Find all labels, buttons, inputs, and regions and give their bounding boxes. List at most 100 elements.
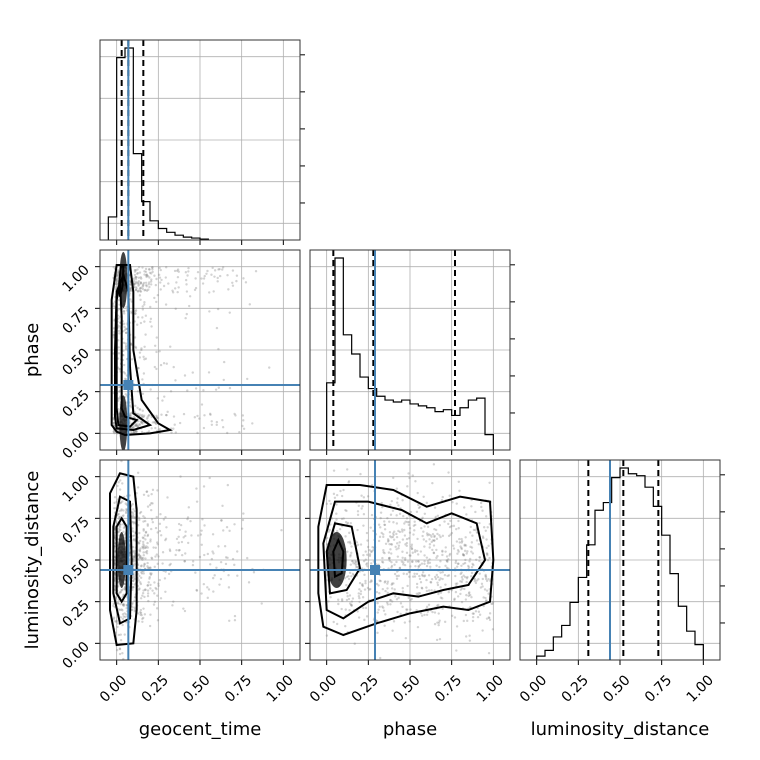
scatter-panel-geocent-time-vs-phase-point: [216, 280, 219, 283]
scatter-panel-geocent-time-vs-phase-point: [147, 430, 151, 433]
scatter-panel-phase-vs-luminosity-distance-point: [433, 575, 437, 579]
scatter-panel-geocent-time-vs-luminosity-distance-point: [142, 572, 145, 575]
scatter-panel-geocent-time-vs-luminosity-distance-point: [123, 633, 126, 636]
scatter-panel-phase-vs-luminosity-distance-point: [369, 587, 372, 591]
scatter-panel-geocent-time-vs-phase-point: [185, 312, 188, 316]
scatter-panel-phase-vs-luminosity-distance-point: [382, 606, 385, 609]
scatter-panel-phase-vs-luminosity-distance-point: [418, 577, 422, 581]
scatter-panel-geocent-time-vs-luminosity-distance-point: [120, 589, 123, 592]
scatter-panel-phase-vs-luminosity-distance-point: [332, 492, 336, 496]
scatter-panel-phase-vs-luminosity-distance-point: [420, 587, 424, 590]
scatter-panel-phase-vs-luminosity-distance-point: [460, 576, 464, 579]
scatter-panel-phase-vs-luminosity-distance-point: [351, 560, 355, 563]
x-axis-label-geocent-time: geocent_time: [139, 719, 262, 740]
scatter-panel-phase-vs-luminosity-distance-point: [439, 591, 443, 594]
scatter-panel-geocent-time-vs-phase-point: [134, 269, 137, 272]
scatter-panel-geocent-time-vs-phase-point: [238, 430, 241, 434]
scatter-panel-phase-vs-luminosity-distance-point: [359, 543, 363, 546]
scatter-panel-geocent-time-vs-luminosity-distance-point: [148, 624, 152, 628]
scatter-panel-geocent-time-vs-luminosity-distance-point: [215, 566, 218, 569]
scatter-panel-geocent-time-vs-phase-point: [142, 281, 146, 285]
scatter-panel-geocent-time-vs-phase-point: [185, 290, 189, 293]
scatter-panel-phase-vs-luminosity-distance-point: [390, 587, 394, 590]
scatter-panel-geocent-time-vs-phase-point: [112, 265, 115, 269]
scatter-panel-geocent-time-vs-luminosity-distance-point: [131, 601, 134, 605]
scatter-panel-geocent-time-vs-phase-point: [194, 286, 198, 290]
scatter-panel-phase-vs-luminosity-distance-point: [459, 572, 462, 576]
scatter-panel-phase-vs-luminosity-distance-point: [485, 538, 488, 541]
scatter-panel-geocent-time-vs-phase-point: [143, 345, 146, 349]
scatter-panel-phase-vs-luminosity-distance-point: [433, 534, 436, 538]
scatter-panel-geocent-time-vs-phase-density-core-1: [119, 395, 128, 450]
scatter-panel-phase-vs-luminosity-distance-point: [414, 564, 417, 568]
scatter-panel-geocent-time-vs-phase-point: [112, 421, 116, 424]
scatter-panel-phase-vs-luminosity-distance-point: [422, 495, 425, 499]
scatter-panel-geocent-time-vs-phase-point: [141, 422, 144, 425]
scatter-panel-phase-vs-luminosity-distance-point: [484, 574, 487, 578]
scatter-panel-phase-vs-luminosity-distance-point: [394, 595, 397, 598]
scatter-panel-phase-vs-luminosity-distance-point: [459, 545, 462, 548]
scatter-panel-phase-vs-luminosity-distance-point: [358, 600, 361, 604]
scatter-panel-geocent-time-vs-phase-point: [186, 274, 189, 277]
scatter-panel-phase-vs-luminosity-distance-point: [435, 564, 438, 567]
scatter-panel-phase-vs-luminosity-distance-point: [421, 534, 424, 538]
scatter-panel-phase-vs-luminosity-distance-point: [407, 596, 410, 600]
scatter-panel-phase-vs-luminosity-distance-point: [370, 562, 373, 565]
scatter-panel-phase-vs-luminosity-distance-point: [402, 563, 405, 566]
scatter-panel-geocent-time-vs-luminosity-distance-point: [132, 558, 135, 561]
scatter-panel-geocent-time-vs-phase-point: [226, 273, 229, 277]
scatter-panel-geocent-time-vs-luminosity-distance-point: [187, 506, 191, 509]
scatter-panel-phase-vs-luminosity-distance-point: [468, 605, 472, 609]
scatter-panel-phase-vs-luminosity-distance-point: [469, 545, 472, 549]
scatter-panel-phase-vs-luminosity-distance-point: [429, 581, 433, 584]
scatter-panel-phase-vs-luminosity-distance-point: [423, 545, 426, 548]
scatter-panel-geocent-time-vs-luminosity-distance-point: [120, 460, 123, 463]
scatter-panel-geocent-time-vs-luminosity-distance-point: [155, 607, 159, 610]
scatter-panel-geocent-time-vs-luminosity-distance-point: [178, 528, 181, 532]
scatter-panel-geocent-time-vs-phase-point: [138, 423, 142, 426]
scatter-panel-geocent-time-vs-phase-point: [151, 266, 154, 269]
scatter-panel-phase-vs-luminosity-distance-point: [403, 534, 407, 537]
scatter-panel-geocent-time-vs-phase-point: [216, 276, 219, 280]
scatter-panel-phase-vs-luminosity-distance-point: [471, 619, 475, 623]
scatter-panel-phase-vs-luminosity-distance-point: [346, 468, 349, 471]
scatter-panel-geocent-time-vs-luminosity-distance-point: [153, 592, 156, 595]
scatter-panel-phase-vs-luminosity-distance-point: [386, 603, 390, 606]
scatter-panel-phase-vs-luminosity-distance-point: [413, 529, 416, 532]
scatter-panel-geocent-time-vs-phase-point: [112, 334, 115, 337]
scatter-panel-phase-vs-luminosity-distance-point: [474, 581, 478, 585]
scatter-panel-geocent-time-vs-phase-point: [268, 366, 271, 369]
scatter-panel-phase-vs-luminosity-distance-point: [462, 554, 466, 557]
scatter-panel-phase-vs-luminosity-distance-point: [381, 561, 385, 564]
scatter-panel-phase-vs-luminosity-distance-point: [379, 516, 382, 520]
scatter-panel-geocent-time-vs-phase-point: [174, 379, 177, 382]
scatter-panel-geocent-time-vs-phase-point: [156, 416, 160, 420]
scatter-panel-phase-vs-luminosity-distance-point: [441, 597, 444, 600]
scatter-panel-geocent-time-vs-luminosity-distance-point: [133, 516, 137, 519]
scatter-panel-geocent-time-vs-phase-point: [144, 288, 147, 292]
scatter-panel-phase-vs-luminosity-distance-point: [395, 542, 399, 545]
scatter-panel-phase-vs-luminosity-distance-point: [380, 531, 383, 535]
scatter-panel-geocent-time-vs-luminosity-distance-point: [242, 512, 245, 515]
scatter-panel-geocent-time-vs-phase-point: [235, 274, 239, 277]
scatter-panel-geocent-time-vs-luminosity-distance-point: [159, 513, 162, 516]
scatter-panel-geocent-time-vs-phase-point: [213, 269, 217, 272]
scatter-panel-geocent-time-vs-phase-truth-marker: [123, 380, 134, 390]
scatter-panel-geocent-time-vs-phase-point: [222, 378, 225, 382]
scatter-panel-phase-vs-luminosity-distance-point: [455, 527, 458, 531]
scatter-panel-geocent-time-vs-phase-point: [212, 290, 215, 293]
scatter-panel-phase-vs-luminosity-distance-point: [354, 563, 358, 567]
scatter-panel-phase-vs-luminosity-distance-point: [481, 509, 484, 512]
scatter-panel-geocent-time-vs-luminosity-distance-point: [175, 548, 178, 552]
scatter-panel-geocent-time-vs-phase-point: [132, 279, 136, 282]
scatter-panel-geocent-time-vs-luminosity-distance-point: [220, 519, 223, 522]
scatter-panel-geocent-time-vs-luminosity-distance-point: [118, 590, 122, 594]
scatter-panel-geocent-time-vs-phase-point: [233, 412, 236, 416]
scatter-panel-geocent-time-vs-phase-point: [123, 372, 127, 375]
scatter-panel-phase-vs-luminosity-distance-point: [398, 541, 401, 544]
scatter-panel-geocent-time-vs-luminosity-distance-point: [123, 582, 126, 585]
scatter-panel-phase-vs-luminosity-distance-point: [411, 575, 415, 578]
scatter-panel-geocent-time-vs-luminosity-distance-point: [116, 602, 120, 605]
scatter-panel-phase-vs-luminosity-distance-point: [392, 521, 395, 524]
scatter-panel-phase-vs-luminosity-distance-point: [407, 523, 411, 527]
